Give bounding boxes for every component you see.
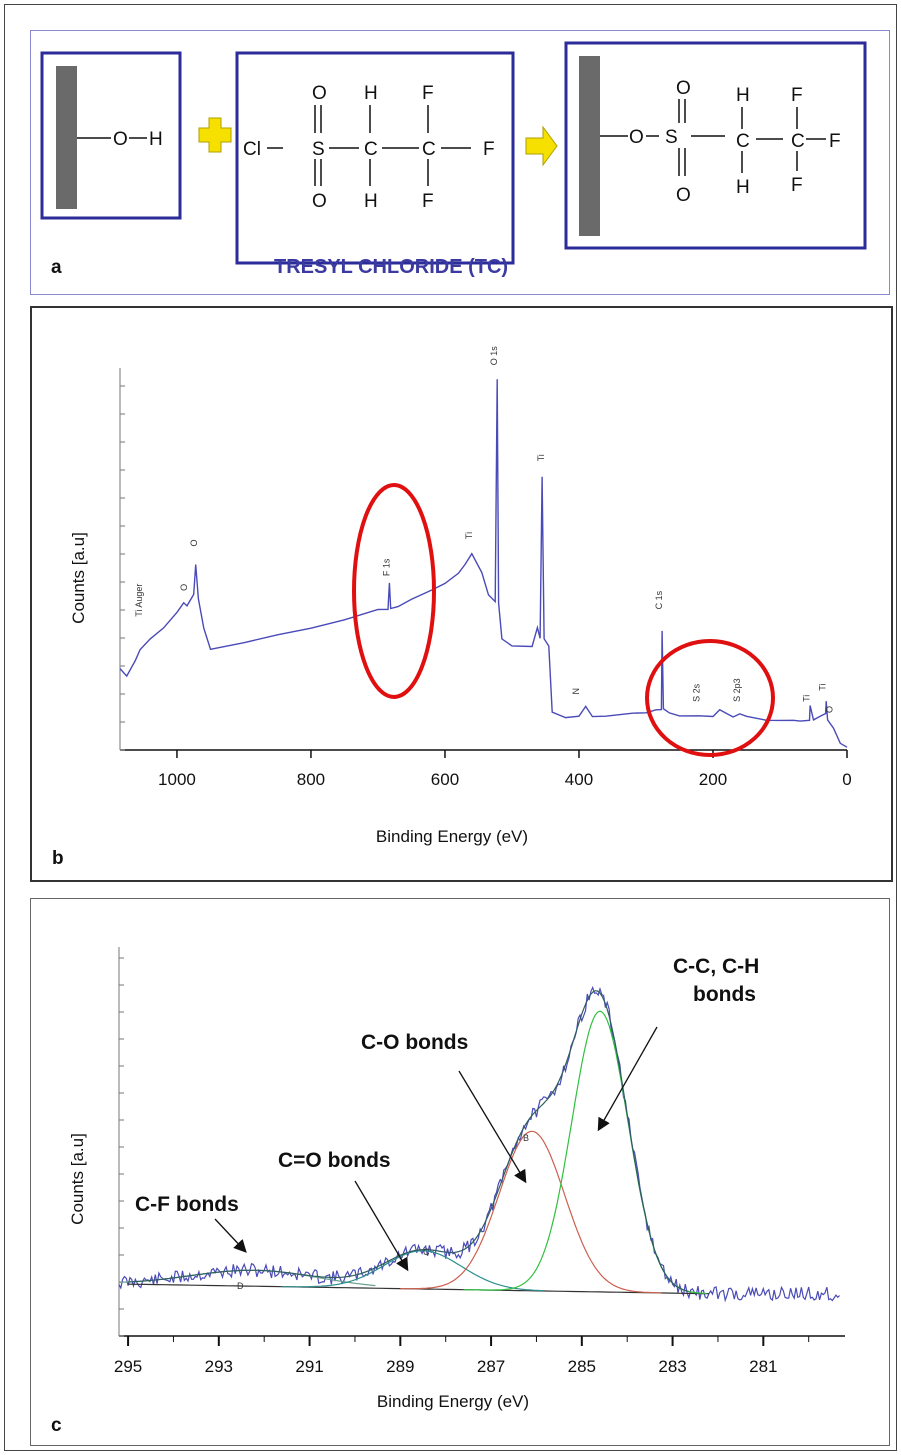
x-tick-label: 1000 [158,770,196,789]
c-double-o-annotation: C=O bonds [278,1149,391,1172]
c-double-o-arrow [354,1180,409,1272]
surface-bar [579,56,600,236]
cc-arrow [597,1026,658,1132]
x-tick-label: 400 [565,770,593,789]
peak-label-b: B [523,1133,529,1143]
raw-spectrum-line [118,985,841,1303]
plus-icon [198,117,232,153]
peak-label: O [189,539,199,546]
atom-c: C [791,131,805,152]
atom-h: H [364,83,378,104]
f1s-highlight-circle [352,483,436,699]
peak-label: Ti Auger [134,584,144,617]
atom-c: C [736,131,750,152]
peak-label: C 1s [654,590,664,609]
panel-letter-b: b [52,848,64,869]
x-tick-label: 285 [568,1357,596,1376]
x-tick-label: 800 [297,770,325,789]
sulfur-highlight-circle [645,639,775,757]
atom-f: F [422,191,434,212]
atom-o: O [676,185,691,206]
atom-s: S [665,127,678,148]
peak-label: S 2p3 [732,678,742,702]
atom-h: H [736,177,750,198]
cc-component-line [463,1010,707,1295]
reaction-scheme-svg: O H Cl O S O H C H F C F F O [40,41,867,278]
cc-ch-annotation-line1: C-C, C-H [673,955,759,978]
peak-label-c: C [423,1247,430,1257]
surface-box [40,51,182,220]
x-tick-label: 283 [658,1357,686,1376]
envelope-line [128,990,689,1292]
chart-axes [118,947,845,1346]
co-annotation: C-O bonds [361,1031,468,1054]
panel-letter-c: c [51,1415,62,1436]
x-tick-labels: 295 293 291 289 287 285 283 281 [114,1357,778,1376]
peak-label: Ti [801,695,811,702]
reaction-arrow-icon [525,125,558,167]
atom-c: C [364,139,378,160]
peak-label: O [179,584,189,591]
tresyl-box [235,51,515,265]
atom-o: O [312,191,327,212]
y-axis-label: Counts [a.u] [68,1133,87,1225]
x-tick-label: 600 [431,770,459,789]
x-axis-label: Binding Energy (eV) [376,827,528,846]
c-double-o-component-line [282,1250,544,1292]
x-tick-label: 289 [386,1357,414,1376]
panel-a-reaction-scheme: O H Cl O S O H C H F C F F O [30,30,890,295]
surface-bar [56,66,77,209]
panel-c-c1s-spectrum: 295 293 291 289 287 285 283 281 C-C, C-H bonds … [30,898,890,1446]
x-tick-label: 0 [842,770,851,789]
tresyl-chloride-caption: TRESYL CHLORIDE (TC) [274,256,508,278]
atom-c: C [422,139,436,160]
panel-b-xps-survey: 1000 800 600 400 200 0 Ti Auger O O F 1s Ti O 1s Ti… [30,306,893,882]
x-tick-label: 291 [295,1357,323,1376]
co-component-line [400,1130,662,1294]
peak-label: O 1s [489,346,499,366]
x-tick-labels: 1000 800 600 400 200 0 [158,770,852,789]
survey-spectrum-line [119,379,848,748]
cc-ch-annotation-line2: bonds [693,983,756,1006]
peak-label: Ti [818,684,828,691]
c1s-chart: 295 293 291 289 287 285 283 281 C-C, C-H bonds … [51,947,845,1436]
peak-label: Ti [536,454,546,461]
x-axis-label: Binding Energy (eV) [377,1392,529,1411]
peak-label: O [824,706,834,713]
y-axis-label: Counts [a.u] [69,532,88,624]
x-tick-label: 287 [477,1357,505,1376]
co-arrow [458,1070,527,1184]
product-box [564,41,867,250]
cf-annotation: C-F bonds [135,1193,239,1216]
atom-h: H [736,85,750,106]
atom-h: H [364,191,378,212]
atom-o: O [113,129,128,150]
peak-label: Ti [464,532,474,539]
x-tick-label: 295 [114,1357,142,1376]
atom-o: O [629,127,644,148]
panel-letter-a: a [51,257,62,278]
atom-cl: Cl [243,139,261,160]
peak-label: F 1s [381,558,391,576]
atom-h: H [149,129,163,150]
peak-labels: Ti Auger O O F 1s Ti O 1s Ti N C 1s S 2s S 2p3 Ti Ti… [134,346,834,713]
atom-f: F [829,131,841,152]
peak-label-d: D [237,1281,244,1291]
peak-label: N [571,688,581,695]
atom-o: O [676,78,691,99]
x-tick-label: 281 [749,1357,777,1376]
peak-label: S 2s [692,683,702,702]
atom-s: S [312,139,325,160]
atom-f: F [791,175,803,196]
cf-arrow [214,1218,247,1253]
atom-o: O [312,83,327,104]
atom-f: F [422,83,434,104]
atom-f: F [791,85,803,106]
chart-axes [119,368,848,758]
atom-f: F [483,139,495,160]
x-tick-label: 293 [205,1357,233,1376]
x-tick-label: 200 [699,770,727,789]
